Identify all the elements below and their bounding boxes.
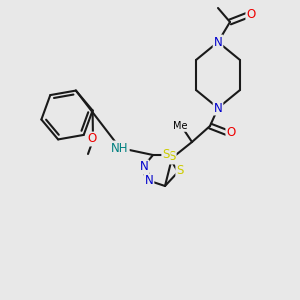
- Text: S: S: [162, 148, 170, 160]
- Text: O: O: [226, 127, 236, 140]
- Text: N: N: [145, 175, 153, 188]
- Text: O: O: [246, 8, 256, 22]
- Text: Me: Me: [173, 121, 187, 131]
- Text: N: N: [214, 35, 222, 49]
- Text: S: S: [176, 164, 184, 178]
- Text: NH: NH: [111, 142, 129, 154]
- Text: N: N: [140, 160, 148, 173]
- Text: O: O: [87, 133, 97, 146]
- Text: N: N: [214, 101, 222, 115]
- Text: S: S: [168, 151, 176, 164]
